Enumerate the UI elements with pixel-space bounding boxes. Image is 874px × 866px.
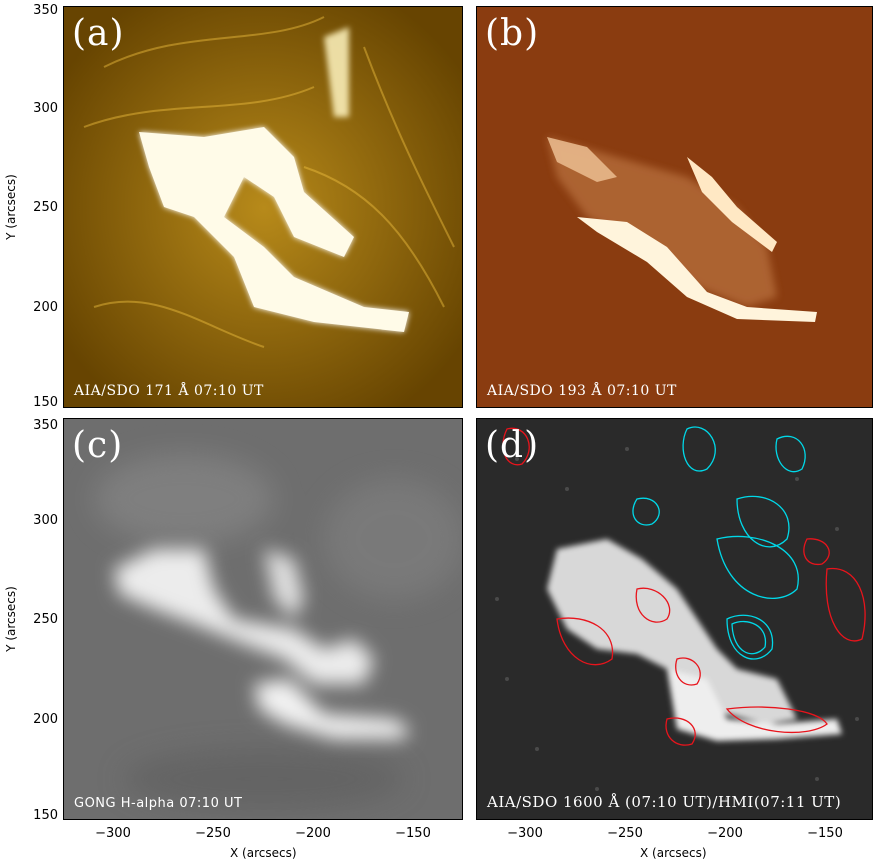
aia1600-image	[477, 419, 872, 819]
y-axis-label-top: Y (arcsecs)	[3, 174, 18, 240]
ytick-250-top: 250	[33, 200, 58, 215]
ytick-300-top: 300	[33, 101, 58, 116]
xtick-neg150-left: −150	[395, 826, 431, 841]
aia193-image	[477, 7, 872, 407]
xtick-neg200-left: −200	[295, 826, 331, 841]
panel-c-letter: (c)	[72, 425, 124, 466]
panel-b-letter: (b)	[485, 13, 540, 54]
xtick-neg200-right: −200	[707, 826, 743, 841]
ytick-200-bottom: 200	[33, 712, 58, 727]
xtick-neg250-right: −250	[607, 826, 643, 841]
ytick-350-top: 350	[33, 3, 58, 18]
ytick-350-bottom: 350	[33, 418, 58, 433]
panel-d-letter: (d)	[485, 425, 540, 466]
xtick-neg300-left: −300	[95, 826, 131, 841]
x-axis-label-right: X (arcsecs)	[640, 846, 707, 860]
halpha-image	[64, 419, 462, 819]
panel-d-aia1600: (d) AIA/SDO 1600 Å (07:10 UT)/HMI(07:11 …	[476, 418, 873, 820]
ytick-150-top: 150	[33, 395, 58, 410]
y-axis-label-bottom: Y (arcsecs)	[3, 586, 18, 652]
ytick-150-bottom: 150	[33, 808, 58, 823]
panel-b-aia193: (b) AIA/SDO 193 Å 07:10 UT	[476, 6, 873, 408]
xtick-neg150-right: −150	[807, 826, 843, 841]
panel-c-halpha: (c) GONG H-alpha 07:10 UT	[63, 418, 463, 820]
ytick-250-bottom: 250	[33, 612, 58, 627]
x-axis-label-left: X (arcsecs)	[230, 846, 297, 860]
panel-a-aia171: (a) AIA/SDO 171 Å 07:10 UT	[63, 6, 463, 408]
ytick-300-bottom: 300	[33, 513, 58, 528]
aia171-image	[64, 7, 462, 407]
panel-b-caption: AIA/SDO 193 Å 07:10 UT	[487, 383, 677, 399]
panel-a-caption: AIA/SDO 171 Å 07:10 UT	[74, 383, 264, 399]
panel-a-letter: (a)	[72, 13, 125, 54]
xtick-neg300-right: −300	[507, 826, 543, 841]
ytick-200-top: 200	[33, 300, 58, 315]
panel-d-caption: AIA/SDO 1600 Å (07:10 UT)/HMI(07:11 UT)	[487, 793, 842, 811]
panel-c-caption: GONG H-alpha 07:10 UT	[74, 796, 243, 811]
xtick-neg250-left: −250	[195, 826, 231, 841]
